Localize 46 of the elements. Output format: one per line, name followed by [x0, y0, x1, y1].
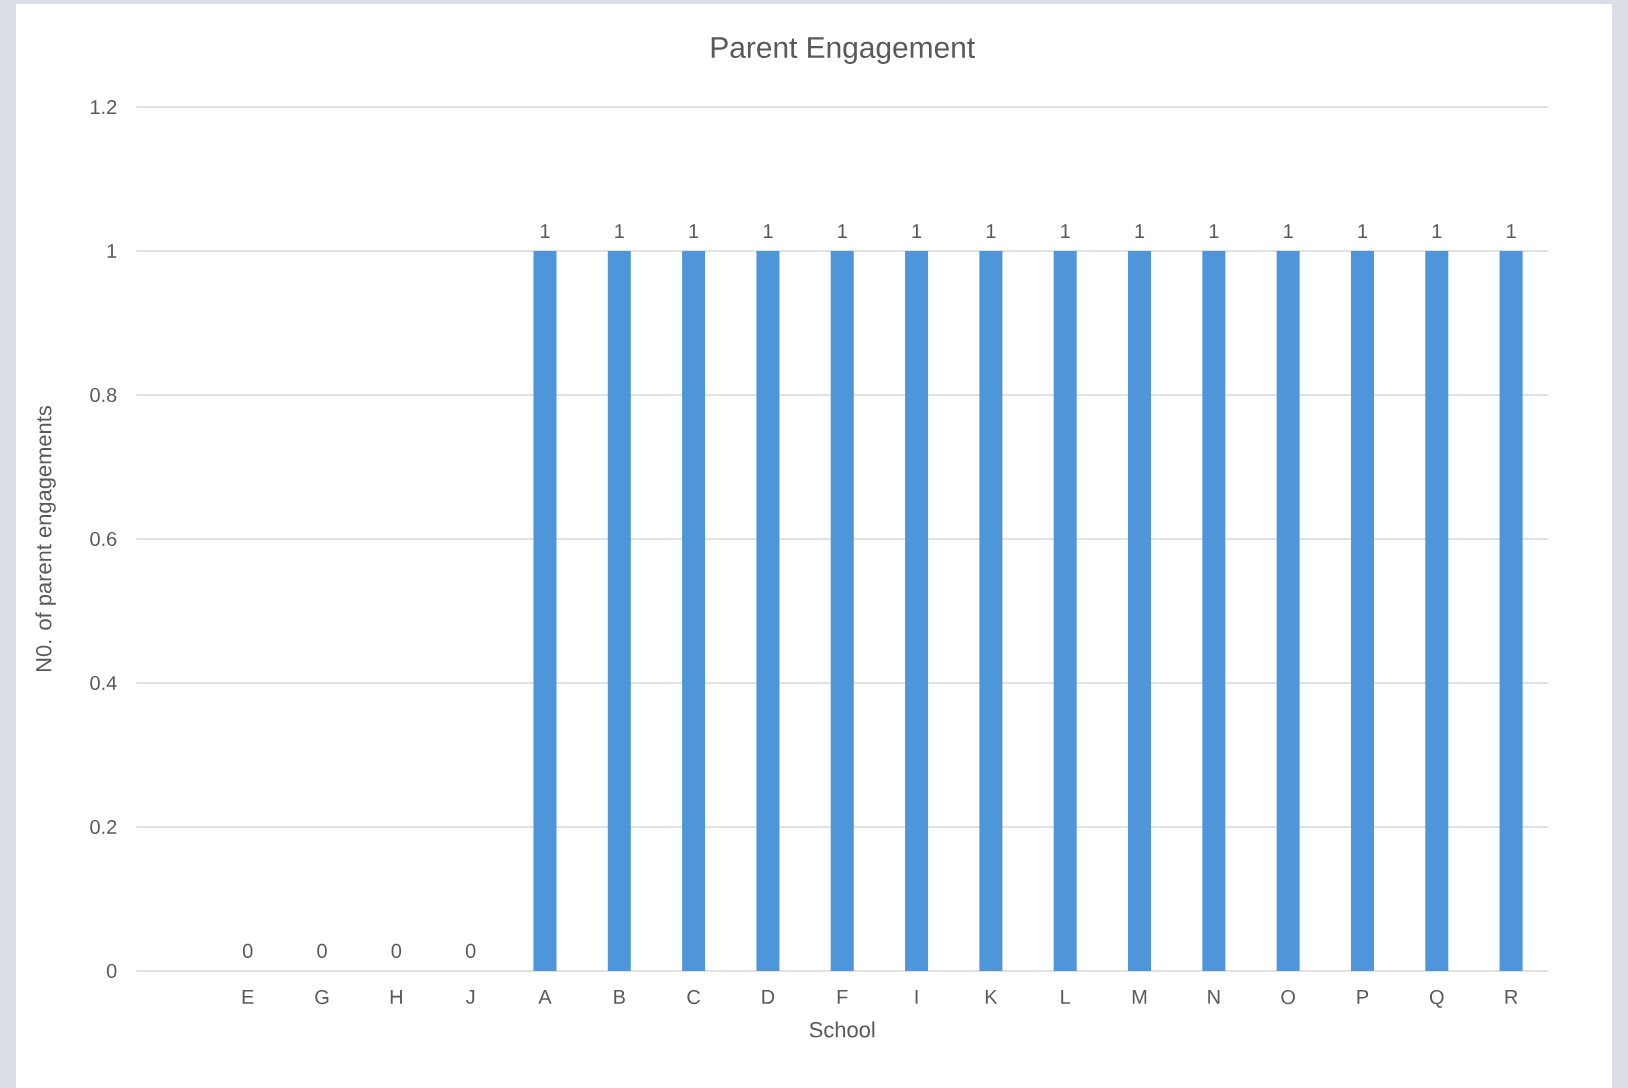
x-axis-title: School	[809, 1021, 875, 1038]
data-label: 1	[615, 224, 624, 238]
data-label: 1	[1432, 224, 1442, 238]
data-label: 1	[1209, 224, 1219, 238]
data-label: 1	[540, 224, 550, 238]
chart-title: Parent Engagement	[711, 37, 975, 64]
x-tick-label: H	[390, 990, 402, 1004]
x-tick-label: M	[1132, 990, 1147, 1004]
data-label: 1	[838, 224, 847, 238]
data-label: 1	[1135, 224, 1145, 238]
y-tick-label: 1.2	[91, 100, 117, 114]
y-tick-label: 0.4	[90, 675, 117, 691]
x-tick-label: J	[466, 990, 475, 1004]
y-axis-title: N0. of parent engagements	[35, 406, 56, 672]
x-tick-label: I	[915, 990, 918, 1004]
data-label: 1	[763, 224, 773, 238]
data-label: 1	[986, 224, 996, 238]
x-tick-label: F	[837, 990, 848, 1004]
data-label: 1	[912, 224, 922, 238]
data-label: 1	[1358, 224, 1368, 238]
x-tick-label: P	[1357, 990, 1369, 1004]
x-tick-label: N	[1208, 990, 1220, 1004]
data-label: 0	[465, 943, 476, 958]
data-label: 1	[1061, 224, 1070, 238]
data-label: 0	[242, 943, 253, 958]
x-tick-label: Q	[1429, 990, 1444, 1008]
data-label: 1	[689, 224, 699, 238]
x-tick-label: L	[1061, 990, 1071, 1004]
y-tick-label: 1	[107, 244, 117, 258]
x-tick-label: D	[762, 990, 775, 1004]
x-tick-label: R	[1505, 990, 1518, 1004]
x-tick-label: B	[614, 990, 625, 1004]
x-tick-label: G	[315, 990, 329, 1005]
y-tick-label: 0.6	[90, 531, 117, 547]
y-tick-label: 0.8	[90, 387, 117, 403]
x-tick-label: K	[985, 990, 998, 1004]
x-tick-label: O	[1281, 990, 1295, 1005]
x-tick-label: E	[242, 990, 254, 1004]
data-label: 0	[391, 943, 402, 958]
data-label: 0	[317, 943, 327, 958]
data-label: 1	[1284, 224, 1293, 238]
y-tick-label: 0	[106, 963, 117, 979]
x-tick-label: C	[687, 990, 701, 1005]
data-label: 1	[1507, 224, 1516, 238]
y-tick-label: 0.2	[90, 819, 117, 835]
x-tick-label: A	[538, 990, 552, 1004]
